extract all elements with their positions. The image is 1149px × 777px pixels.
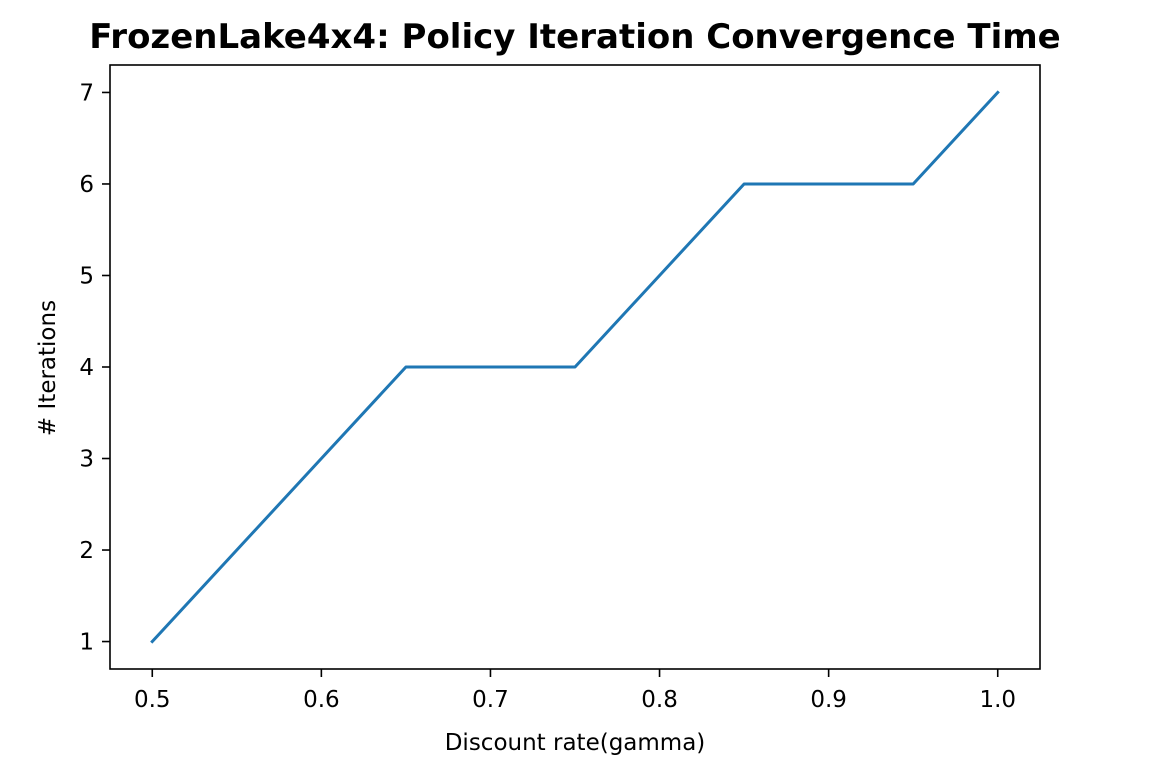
x-axis-ticks: 0.5 0.6 0.7 0.8 0.9 1.0 (134, 669, 1016, 713)
y-tick-label: 7 (79, 80, 94, 106)
x-tick-label: 0.8 (641, 687, 678, 713)
y-tick-label: 2 (79, 538, 94, 564)
x-tick-label: 0.7 (472, 687, 509, 713)
y-axis-label: # Iterations (35, 300, 61, 436)
series-line (150, 90, 1000, 644)
chart-title: FrozenLake4x4: Policy Iteration Converge… (89, 17, 1061, 57)
x-axis-label: Discount rate(gamma) (445, 730, 706, 756)
plot-area-frame (109, 64, 1041, 670)
y-tick-label: 3 (79, 447, 94, 473)
y-tick-label: 4 (79, 355, 94, 381)
y-tick-label: 1 (79, 630, 94, 656)
x-tick-label: 0.5 (134, 687, 171, 713)
x-tick-label: 0.6 (303, 687, 340, 713)
x-tick-label: 1.0 (979, 687, 1016, 713)
y-tick-label: 6 (79, 172, 94, 198)
x-tick-label: 0.9 (810, 687, 847, 713)
y-axis-ticks: 1 2 3 4 5 6 7 (79, 80, 110, 656)
y-tick-label: 5 (79, 263, 94, 289)
